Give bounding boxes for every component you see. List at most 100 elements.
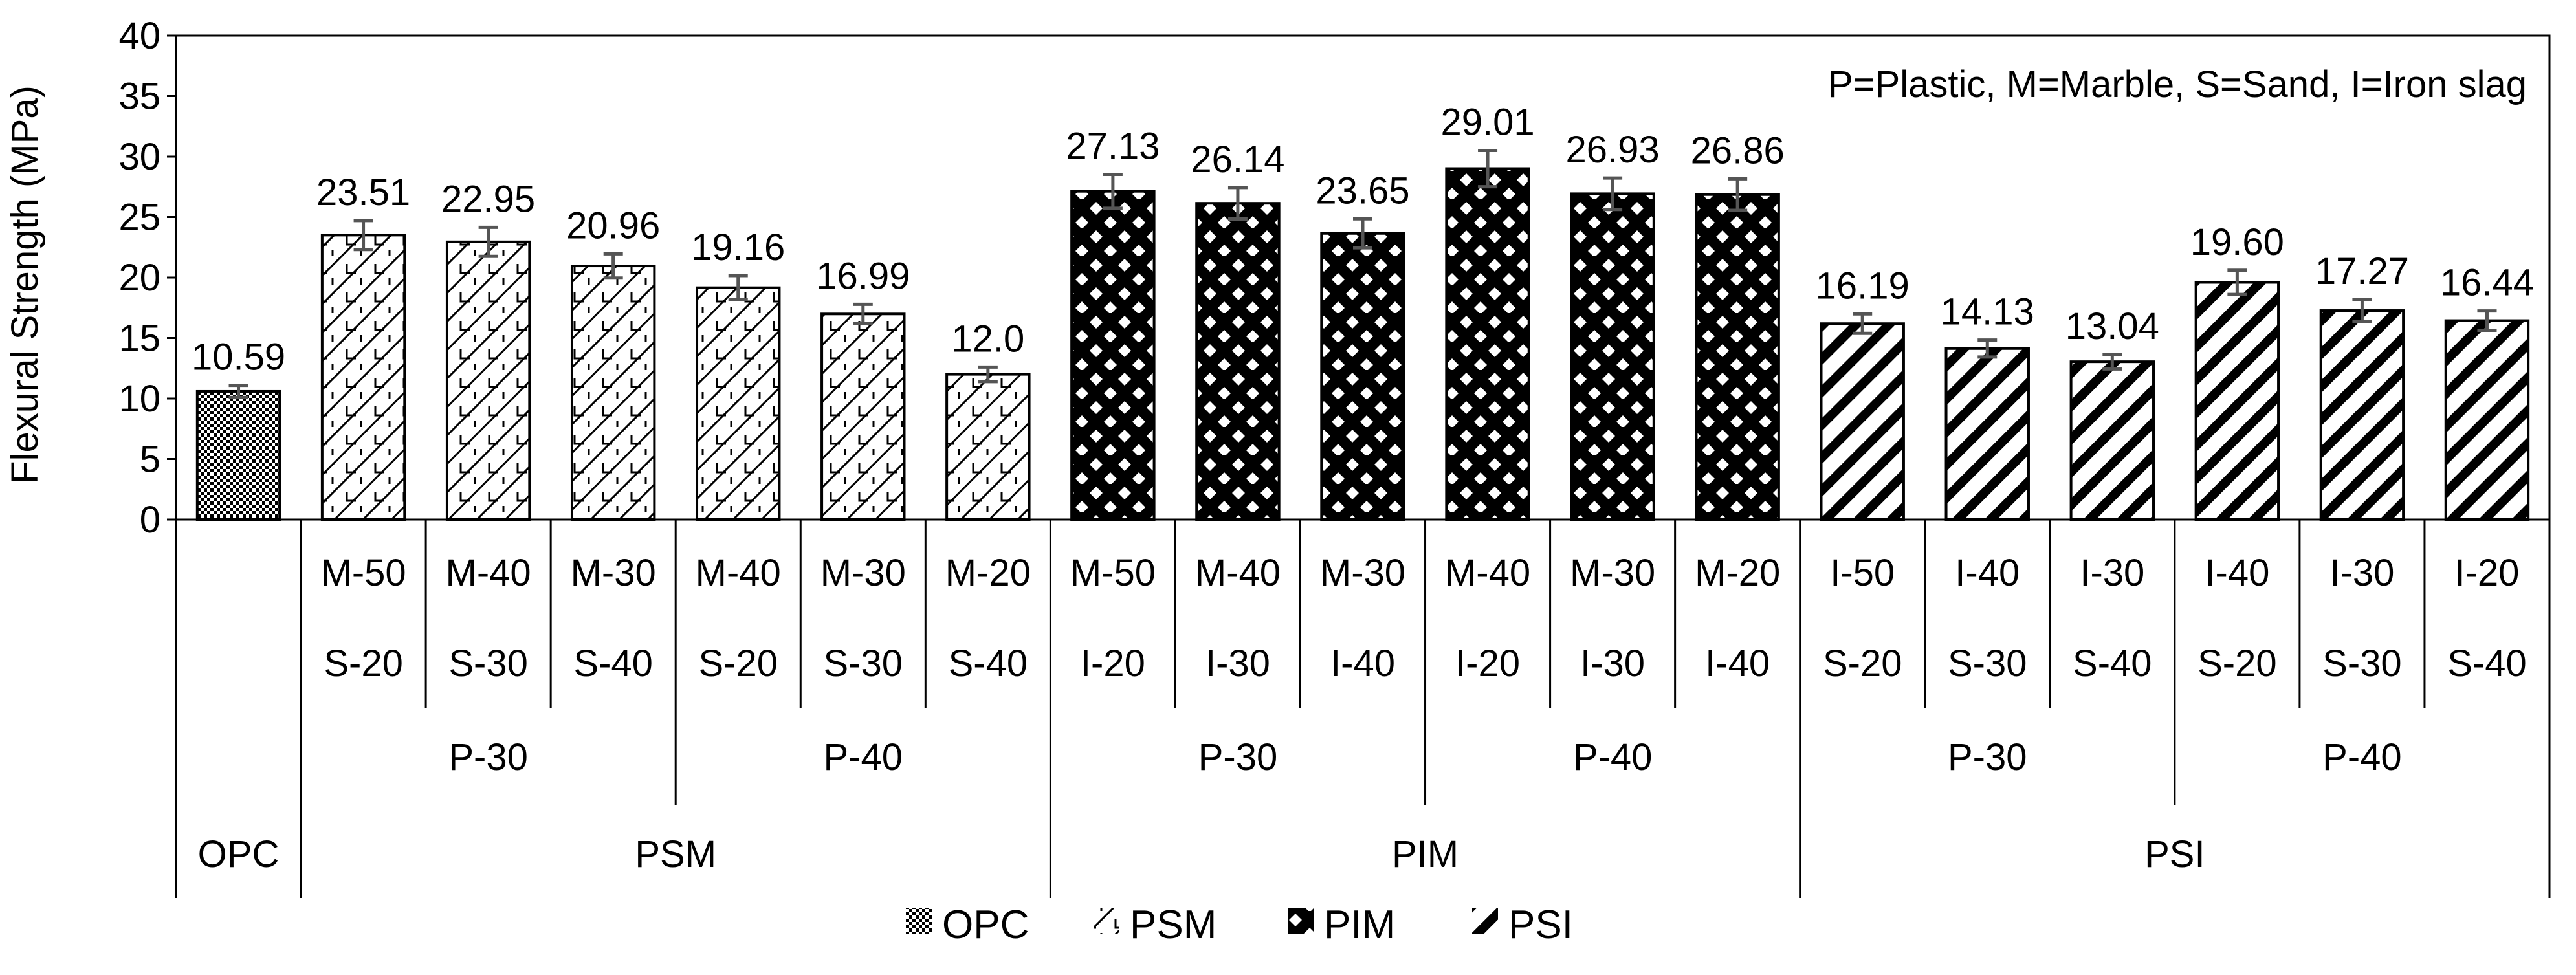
category-label-primary: I-40 [1955, 552, 2020, 594]
bar-pim [1695, 193, 1780, 521]
error-bar [228, 384, 248, 399]
data-label: 23.51 [316, 171, 410, 214]
bar-psm [320, 234, 406, 521]
data-label: 22.95 [441, 178, 535, 220]
legend-swatch [1094, 908, 1119, 934]
category-label-secondary: S-20 [1823, 642, 1902, 685]
category-label-primary: I-40 [2205, 552, 2269, 594]
error-bar [2227, 268, 2247, 296]
category-label-primary: M-30 [1320, 552, 1405, 594]
bar-psi [1820, 322, 1905, 521]
error-bar [353, 219, 373, 252]
mix-group-label: PSM [635, 833, 716, 875]
y-tick-label: 0 [140, 499, 160, 541]
bar-psi [2069, 360, 2155, 521]
category-label-primary: I-50 [1830, 552, 1895, 594]
category-label-secondary: I-30 [1205, 642, 1270, 685]
error-bar [1353, 217, 1372, 250]
data-label: 27.13 [1066, 125, 1160, 167]
y-tick-label: 15 [118, 318, 160, 360]
bar-psm [570, 265, 656, 521]
bar-psm [696, 286, 781, 521]
mix-group-label: PSI [2144, 833, 2205, 875]
plastic-group-label: P-30 [1198, 736, 1278, 778]
legend-swatch [1288, 908, 1314, 934]
plastic-group-label: P-40 [1573, 736, 1653, 778]
plastic-group-label: P-40 [2322, 736, 2402, 778]
bar-psi [2444, 319, 2530, 521]
category-label-primary: M-30 [571, 552, 656, 594]
bar-psm [945, 373, 1031, 521]
category-label-primary: M-20 [945, 552, 1031, 594]
category-label-secondary: S-30 [2322, 642, 2402, 685]
category-label-primary: M-30 [820, 552, 906, 594]
category-label-primary: M-50 [321, 552, 406, 594]
data-label: 26.93 [1566, 129, 1660, 171]
bar-psi [1944, 347, 2030, 521]
bar-psi [2194, 281, 2280, 521]
data-label: 17.27 [2315, 250, 2409, 292]
category-label-secondary: I-40 [1705, 642, 1770, 685]
y-tick-label: 40 [118, 15, 160, 57]
category-label-secondary: S-20 [698, 642, 778, 685]
category-label-primary: I-30 [2080, 552, 2144, 594]
mix-group-label: OPC [198, 833, 280, 875]
category-label-primary: M-40 [696, 552, 781, 594]
category-label-secondary: S-40 [573, 642, 653, 685]
category-label-secondary: S-30 [824, 642, 903, 685]
data-label: 29.01 [1440, 101, 1534, 143]
legend-label: OPC [942, 903, 1029, 947]
category-label-secondary: S-30 [448, 642, 528, 685]
category-label-secondary: I-30 [1580, 642, 1645, 685]
bar-pim [1320, 232, 1405, 521]
error-bar [2352, 298, 2372, 323]
legend-label: PSM [1130, 903, 1216, 947]
y-tick-label: 30 [118, 136, 160, 178]
data-label: 16.19 [1816, 265, 1910, 307]
error-bar [603, 252, 623, 280]
legend-label: PIM [1324, 903, 1395, 947]
bar-pim [1195, 202, 1281, 521]
data-label: 26.14 [1191, 138, 1284, 181]
category-label-secondary: S-30 [1948, 642, 2027, 685]
legend-swatch [1472, 908, 1498, 934]
error-bar [1227, 186, 1248, 221]
category-label-primary: M-40 [1445, 552, 1530, 594]
error-bar [1603, 176, 1623, 212]
y-tick-label: 5 [140, 439, 160, 481]
category-label-primary: M-30 [1570, 552, 1655, 594]
data-label: 14.13 [1941, 291, 2034, 333]
data-label: 16.99 [816, 255, 910, 297]
category-label-secondary: I-20 [1455, 642, 1520, 685]
category-label-primary: I-30 [2329, 552, 2394, 594]
category-label-secondary: S-40 [2447, 642, 2527, 685]
data-label: 19.60 [2190, 221, 2284, 263]
y-tick-label: 25 [118, 197, 160, 239]
legend-label: PSI [1508, 903, 1573, 947]
category-label-secondary: I-20 [1081, 642, 1145, 685]
category-label-primary: M-40 [446, 552, 531, 594]
legend-item-psi: PSI [1472, 903, 1573, 947]
legend-item-opc: OPC [906, 903, 1029, 947]
error-bar [1728, 177, 1748, 212]
data-label: 20.96 [566, 204, 660, 246]
error-bar [1977, 338, 1998, 359]
bar-pim [1570, 192, 1655, 521]
plastic-group-label: P-30 [448, 736, 528, 778]
category-label-primary: I-20 [2454, 552, 2519, 594]
category-label-primary: M-20 [1695, 552, 1780, 594]
category-label-secondary: S-40 [949, 642, 1028, 685]
y-axis-ticks: 0 5 10 15 20 25 30 35 40 [118, 15, 176, 541]
data-label: 10.59 [192, 336, 285, 378]
error-bar [1103, 172, 1123, 210]
category-label-primary: M-40 [1195, 552, 1281, 594]
error-bar [728, 274, 748, 301]
plastic-group-label: P-40 [824, 736, 903, 778]
category-label-secondary: I-40 [1330, 642, 1395, 685]
category-label-secondary: S-40 [2073, 642, 2152, 685]
error-bar [478, 225, 498, 258]
data-label: 19.16 [691, 226, 785, 268]
error-bar [853, 302, 873, 325]
legend-item-psm: PSM [1094, 903, 1216, 947]
category-label-secondary: S-20 [324, 642, 403, 685]
